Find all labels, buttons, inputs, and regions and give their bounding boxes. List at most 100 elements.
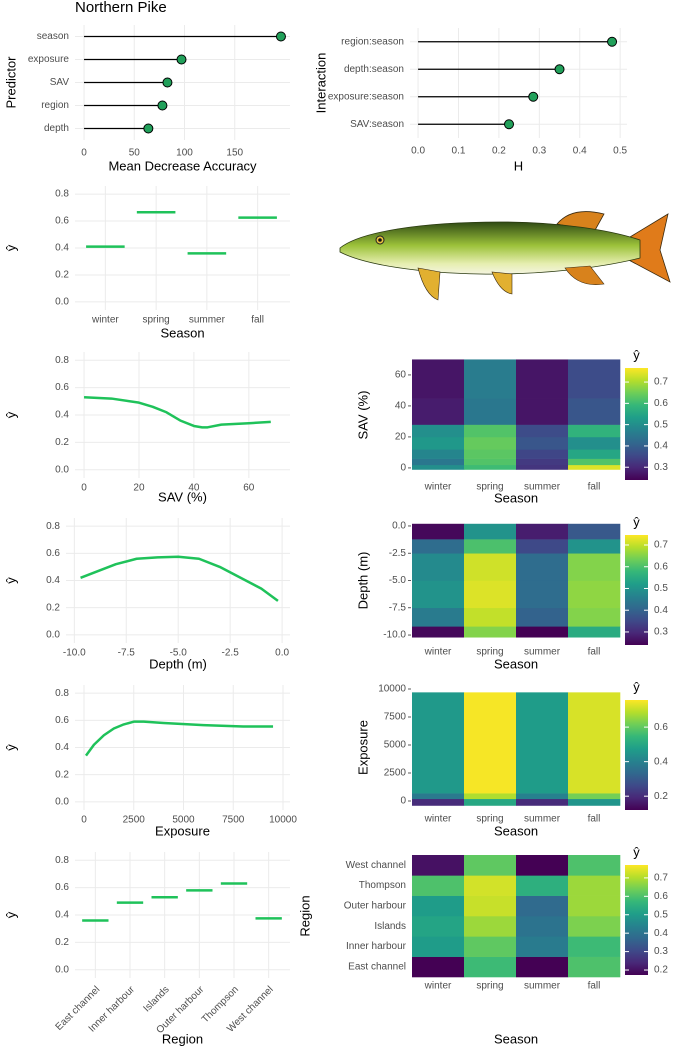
x-tick-label: fall xyxy=(588,647,601,658)
point xyxy=(157,100,168,111)
heat-cell xyxy=(516,553,569,581)
y-tick-label: 60 xyxy=(395,370,407,381)
y-tick-label: 0.8 xyxy=(46,521,60,532)
heat-cell xyxy=(412,398,465,425)
heat-cell xyxy=(568,539,621,554)
line xyxy=(83,395,271,429)
x-axis-title: Season xyxy=(160,325,204,340)
heat-cell xyxy=(568,359,621,399)
heat-cell xyxy=(412,464,465,470)
y-tick-label: depth:season xyxy=(344,64,404,75)
heat-cell xyxy=(464,626,517,638)
x-tick-label: 0.4 xyxy=(573,146,587,157)
colorbar-tick-label: 0.6 xyxy=(654,398,668,409)
heat-cell xyxy=(516,436,569,450)
y-tick-label: Islands xyxy=(374,921,406,932)
x-tick-label: -7.5 xyxy=(118,648,136,659)
y-tick-label: Thompson xyxy=(359,880,406,891)
heat-cell xyxy=(568,798,621,806)
heat-cell xyxy=(412,936,465,957)
point xyxy=(504,119,515,130)
heat-cell xyxy=(568,398,621,425)
heat-cell xyxy=(464,553,517,581)
x-tick-label: 0.1 xyxy=(452,146,466,157)
heat-cell xyxy=(516,458,569,466)
heat-cell xyxy=(568,553,621,581)
colorbar-tick-label: 0.4 xyxy=(654,928,668,939)
heat-cell xyxy=(464,436,517,450)
y-tick-label: 2500 xyxy=(384,768,407,779)
x-tick-label: 0.0 xyxy=(275,648,289,659)
x-tick-label: 0 xyxy=(81,815,87,826)
y-tick-label: 0.0 xyxy=(46,629,60,640)
heat-cell xyxy=(568,580,621,609)
x-tick-label: 2500 xyxy=(123,815,146,826)
x-tick-label: -2.5 xyxy=(222,648,240,659)
y-tick-label: 0.8 xyxy=(55,855,69,866)
x-axis-title: H xyxy=(514,158,523,173)
y-tick-label: 0.6 xyxy=(46,548,60,559)
y-tick-label: 0 xyxy=(400,796,406,807)
colorbar xyxy=(625,865,648,975)
x-tick-label: fall xyxy=(588,814,601,825)
y-tick-label: 0.6 xyxy=(55,216,69,227)
x-tick-label: spring xyxy=(143,315,170,326)
y-tick-label: 0.2 xyxy=(46,602,60,613)
y-tick-label: -7.5 xyxy=(389,602,407,613)
heat-cell xyxy=(464,607,517,627)
x-axis-title: Season xyxy=(494,823,538,838)
y-axis-title: Exposure xyxy=(355,720,370,775)
x-tick-label: winter xyxy=(424,981,452,992)
colorbar-tick-label: 0.7 xyxy=(654,377,668,388)
heat-cell xyxy=(516,424,569,438)
y-axis-title: Predictor xyxy=(3,56,18,109)
heat-cell xyxy=(516,359,569,399)
y-axis-title: ŷ xyxy=(3,411,18,418)
y-tick-label: 0.6 xyxy=(55,882,69,893)
y-tick-label: Inner harbour xyxy=(346,941,407,952)
x-tick-label: spring xyxy=(476,647,503,658)
y-tick-label: 40 xyxy=(395,401,407,412)
x-tick-label: 0.3 xyxy=(532,146,546,157)
x-tick-label: spring xyxy=(476,981,503,992)
y-tick-label: depth xyxy=(44,123,69,134)
x-tick-label: fall xyxy=(251,315,264,326)
y-axis-title: Interaction xyxy=(313,53,328,114)
y-tick-label: exposure:season xyxy=(328,91,404,102)
heat-cell xyxy=(412,692,465,794)
y-tick-label: 0.4 xyxy=(46,575,60,586)
heat-cell xyxy=(516,875,569,896)
fish-illustration xyxy=(339,211,671,301)
heat-cell xyxy=(516,464,569,470)
x-tick-label: spring xyxy=(476,814,503,825)
heat-cell xyxy=(516,580,569,609)
colorbar-tick-label: 0.5 xyxy=(654,583,668,594)
heat-cell xyxy=(568,436,621,450)
heat-cell xyxy=(412,523,465,540)
y-tick-label: 0.8 xyxy=(55,189,69,200)
heat-cell xyxy=(412,553,465,581)
y-tick-label: 0.0 xyxy=(55,297,69,308)
heat-cell xyxy=(516,523,569,540)
x-tick-label: Islands xyxy=(141,984,171,1014)
x-tick-label: 7500 xyxy=(222,815,245,826)
point xyxy=(275,31,286,42)
heat-cell xyxy=(516,398,569,425)
colorbar-tick-label: 0.5 xyxy=(654,419,668,430)
x-tick-label: 100 xyxy=(176,148,193,159)
heat-cell xyxy=(464,936,517,957)
x-tick-label: summer xyxy=(524,981,561,992)
colorbar-tick-label: 0.2 xyxy=(654,791,668,802)
x-tick-label: 60 xyxy=(243,483,255,494)
heat-cell xyxy=(568,793,621,800)
colorbar-tick-label: 0.3 xyxy=(654,627,668,638)
heat-cell xyxy=(568,607,621,627)
heat-cell xyxy=(464,523,517,540)
y-axis-title: Region xyxy=(297,895,312,936)
y-tick-label: Outer harbour xyxy=(344,900,407,911)
x-axis-title: SAV (%) xyxy=(158,489,207,504)
heat-cell xyxy=(516,798,569,806)
x-tick-label: winter xyxy=(424,647,452,658)
heat-cell xyxy=(464,956,517,978)
heat-cell xyxy=(464,458,517,466)
